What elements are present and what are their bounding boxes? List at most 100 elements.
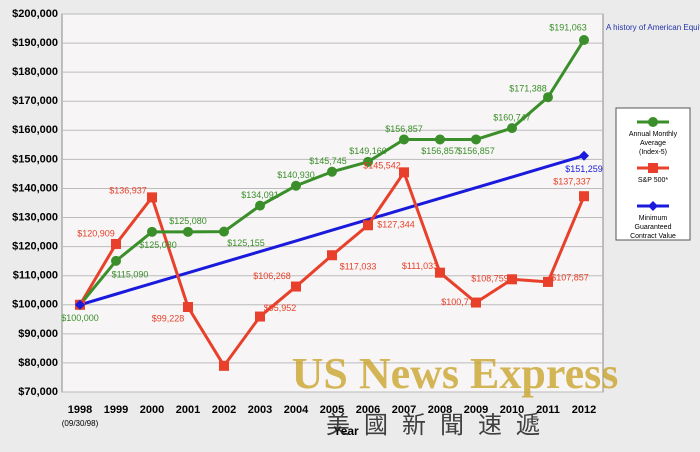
legend-label: Minimum Guaranteed Contract Value — [630, 215, 676, 240]
y-tick-label: $90,000 — [18, 328, 58, 340]
data-label: $127,344 — [377, 220, 415, 230]
data-label: $171,388 — [509, 84, 547, 94]
data-label: $125,080 — [139, 240, 177, 250]
data-label: $160,747 — [493, 113, 531, 123]
data-label: $100,000 — [61, 313, 99, 323]
marker — [399, 167, 409, 178]
marker — [363, 220, 373, 231]
watermark-title: US News Express — [292, 349, 619, 398]
y-tick-label: $130,000 — [12, 211, 58, 223]
data-label: $134,091 — [241, 190, 279, 200]
data-label: $156,857 — [421, 146, 459, 156]
y-tick-label: $140,000 — [12, 182, 58, 194]
marker — [327, 250, 337, 261]
x-tick-label: 2000 — [140, 404, 164, 416]
x-tick-label: 2001 — [176, 404, 200, 416]
marker — [543, 276, 553, 287]
data-label: $117,033 — [340, 262, 377, 272]
data-label: $137,337 — [553, 177, 591, 187]
series-line — [79, 154, 585, 307]
marker — [291, 180, 301, 191]
y-tick-label: $180,000 — [12, 66, 58, 78]
data-label: $99,228 — [152, 313, 185, 323]
marker — [183, 226, 193, 237]
y-tick-label: $70,000 — [18, 386, 58, 398]
y-tick-label: $150,000 — [12, 153, 58, 165]
x-tick-label: 2012 — [572, 404, 596, 416]
x-tick-label: 2002 — [212, 404, 236, 416]
y-tick-label: $120,000 — [12, 241, 58, 253]
marker — [327, 166, 337, 177]
legend-label: Annual Monthly Average (Index-5) — [629, 131, 678, 156]
marker — [435, 267, 445, 278]
data-label: $125,155 — [227, 238, 265, 248]
x-tick-label: 2003 — [248, 404, 272, 416]
data-label: $95,952 — [264, 303, 297, 313]
marker — [255, 200, 265, 211]
y-tick-label: $200,000 — [12, 8, 58, 20]
data-label: $156,857 — [385, 124, 423, 134]
y-tick-label: $160,000 — [12, 124, 58, 136]
plot-area — [61, 13, 604, 393]
marker — [579, 34, 589, 45]
x-tick-label: 2005 — [320, 404, 344, 416]
x-tick-label: 2008 — [428, 404, 452, 416]
data-label: $145,542 — [363, 161, 401, 171]
x-tick-label: 1998 — [68, 404, 92, 416]
watermark-subtitle: 美國新聞速遞 — [326, 411, 554, 439]
x-tick-label: 2009 — [464, 404, 488, 416]
marker — [399, 134, 409, 145]
y-tick-label: $190,000 — [12, 37, 58, 49]
data-label: $120,909 — [77, 228, 115, 238]
x-tick-label: 2007 — [392, 404, 416, 416]
x-sublabel: (09/30/98) — [62, 419, 99, 428]
data-label: $108,759 — [471, 274, 509, 284]
x-axis-label: Year — [333, 424, 359, 438]
marker — [111, 255, 121, 266]
y-tick-label: $80,000 — [18, 357, 58, 369]
marker — [147, 192, 157, 203]
y-tick-label: $170,000 — [12, 95, 58, 107]
marker — [291, 281, 301, 292]
marker — [219, 226, 229, 237]
data-label: $151,259 — [565, 164, 603, 174]
marker — [147, 226, 157, 237]
marker — [471, 134, 481, 145]
marker — [543, 92, 553, 103]
data-label: $115,090 — [112, 269, 149, 279]
marker — [219, 360, 229, 371]
marker — [579, 191, 589, 202]
legend-box — [615, 107, 691, 241]
x-tick-label: 2011 — [536, 404, 560, 416]
y-tick-label: $110,000 — [13, 270, 58, 282]
data-label: $156,857 — [457, 146, 495, 156]
annotation: A history of American Equity's Index-5* … — [606, 23, 700, 32]
data-label: $145,745 — [309, 156, 347, 166]
data-label: $111,033 — [402, 261, 438, 271]
data-label: $136,937 — [109, 186, 147, 196]
data-label: $106,268 — [253, 271, 291, 281]
legend-label: S&P 500* — [638, 177, 669, 184]
marker — [507, 274, 517, 285]
marker — [255, 311, 265, 322]
x-tick-label: 2010 — [500, 404, 524, 416]
marker — [183, 302, 193, 313]
data-label: $107,857 — [551, 272, 589, 282]
x-tick-label: 1999 — [104, 404, 128, 416]
data-label: $125,080 — [169, 216, 207, 226]
marker — [75, 299, 85, 310]
marker — [579, 150, 589, 161]
marker — [435, 134, 445, 145]
data-label: $100,770 — [441, 297, 479, 307]
data-label: $191,063 — [549, 22, 587, 32]
marker — [507, 123, 517, 134]
marker — [471, 297, 481, 308]
data-label: $140,930 — [277, 170, 315, 180]
x-tick-label: 2004 — [284, 404, 309, 416]
marker — [111, 238, 121, 249]
data-label: $149,160 — [349, 146, 387, 156]
marker — [363, 156, 373, 167]
y-tick-label: $100,000 — [12, 299, 58, 311]
x-tick-label: 2006 — [356, 404, 380, 416]
